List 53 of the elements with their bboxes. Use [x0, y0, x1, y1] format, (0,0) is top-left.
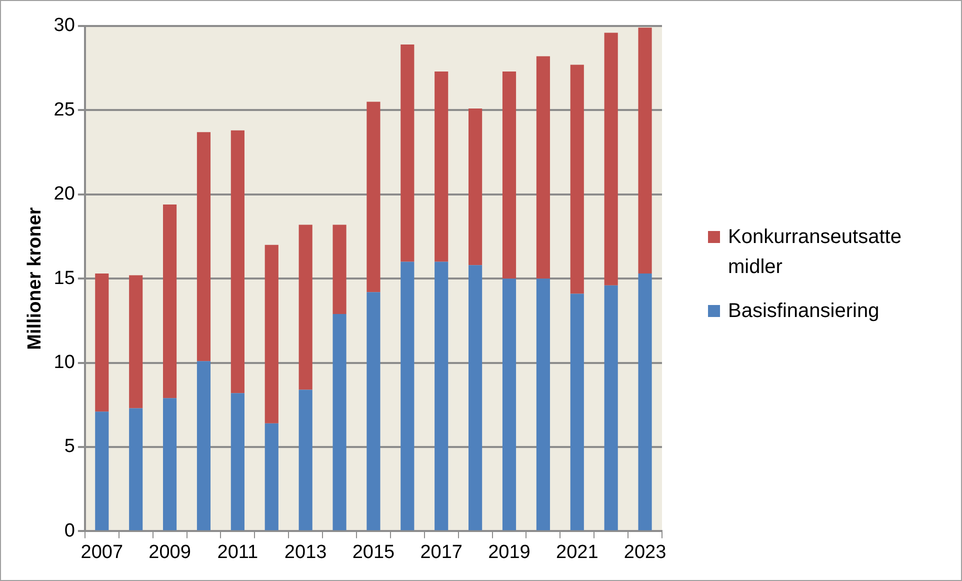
x-tick-label: 2023 — [624, 542, 666, 563]
bar — [638, 274, 652, 530]
x-tick-label: 2013 — [284, 542, 327, 563]
bar — [400, 44, 414, 262]
y-axis-title: Millioner kroner — [24, 206, 46, 350]
bar — [434, 262, 448, 530]
bar — [129, 275, 143, 408]
bar — [332, 314, 346, 530]
y-tick-label: 0 — [64, 520, 75, 542]
legend-label: Konkurranseutsatte midler — [728, 225, 902, 280]
bar — [536, 56, 550, 279]
bar — [502, 71, 516, 279]
bar — [638, 28, 652, 274]
bar — [536, 278, 550, 530]
bar — [163, 398, 177, 530]
bar — [230, 393, 244, 530]
bar — [468, 108, 482, 266]
bar — [163, 204, 177, 398]
x-tick-label: 2011 — [217, 542, 258, 563]
bar — [570, 64, 584, 294]
x-tick-label: 2017 — [420, 542, 462, 563]
x-tick-label: 2009 — [148, 542, 191, 563]
y-tick-label: 5 — [64, 436, 75, 458]
bar — [196, 361, 211, 530]
x-tick-label: 2007 — [80, 542, 124, 563]
bar — [332, 224, 346, 314]
bar — [468, 265, 482, 530]
bar — [502, 278, 516, 530]
bar — [604, 285, 618, 530]
x-tick-label: 2021 — [556, 542, 598, 563]
y-tick-label: 10 — [54, 352, 75, 374]
bar — [298, 224, 312, 390]
bar — [570, 294, 584, 530]
bar — [95, 412, 109, 530]
bar — [604, 32, 618, 286]
y-tick-label: 20 — [54, 184, 75, 205]
y-tick-label: 25 — [54, 99, 75, 120]
bar — [230, 130, 244, 394]
bar — [366, 102, 380, 292]
bar — [366, 292, 380, 530]
bar — [95, 274, 109, 412]
bar — [264, 244, 278, 424]
bar — [434, 71, 448, 262]
x-tick-label: 2015 — [352, 542, 395, 563]
bar — [196, 132, 211, 362]
y-tick-label: 15 — [54, 268, 75, 289]
bar — [129, 408, 143, 530]
legend-label: Basisfinansiering — [728, 299, 880, 324]
bar — [298, 390, 312, 530]
x-tick-label: 2019 — [488, 542, 530, 563]
y-tick-label: 30 — [54, 15, 75, 36]
bar — [400, 262, 414, 530]
bar — [264, 423, 278, 530]
